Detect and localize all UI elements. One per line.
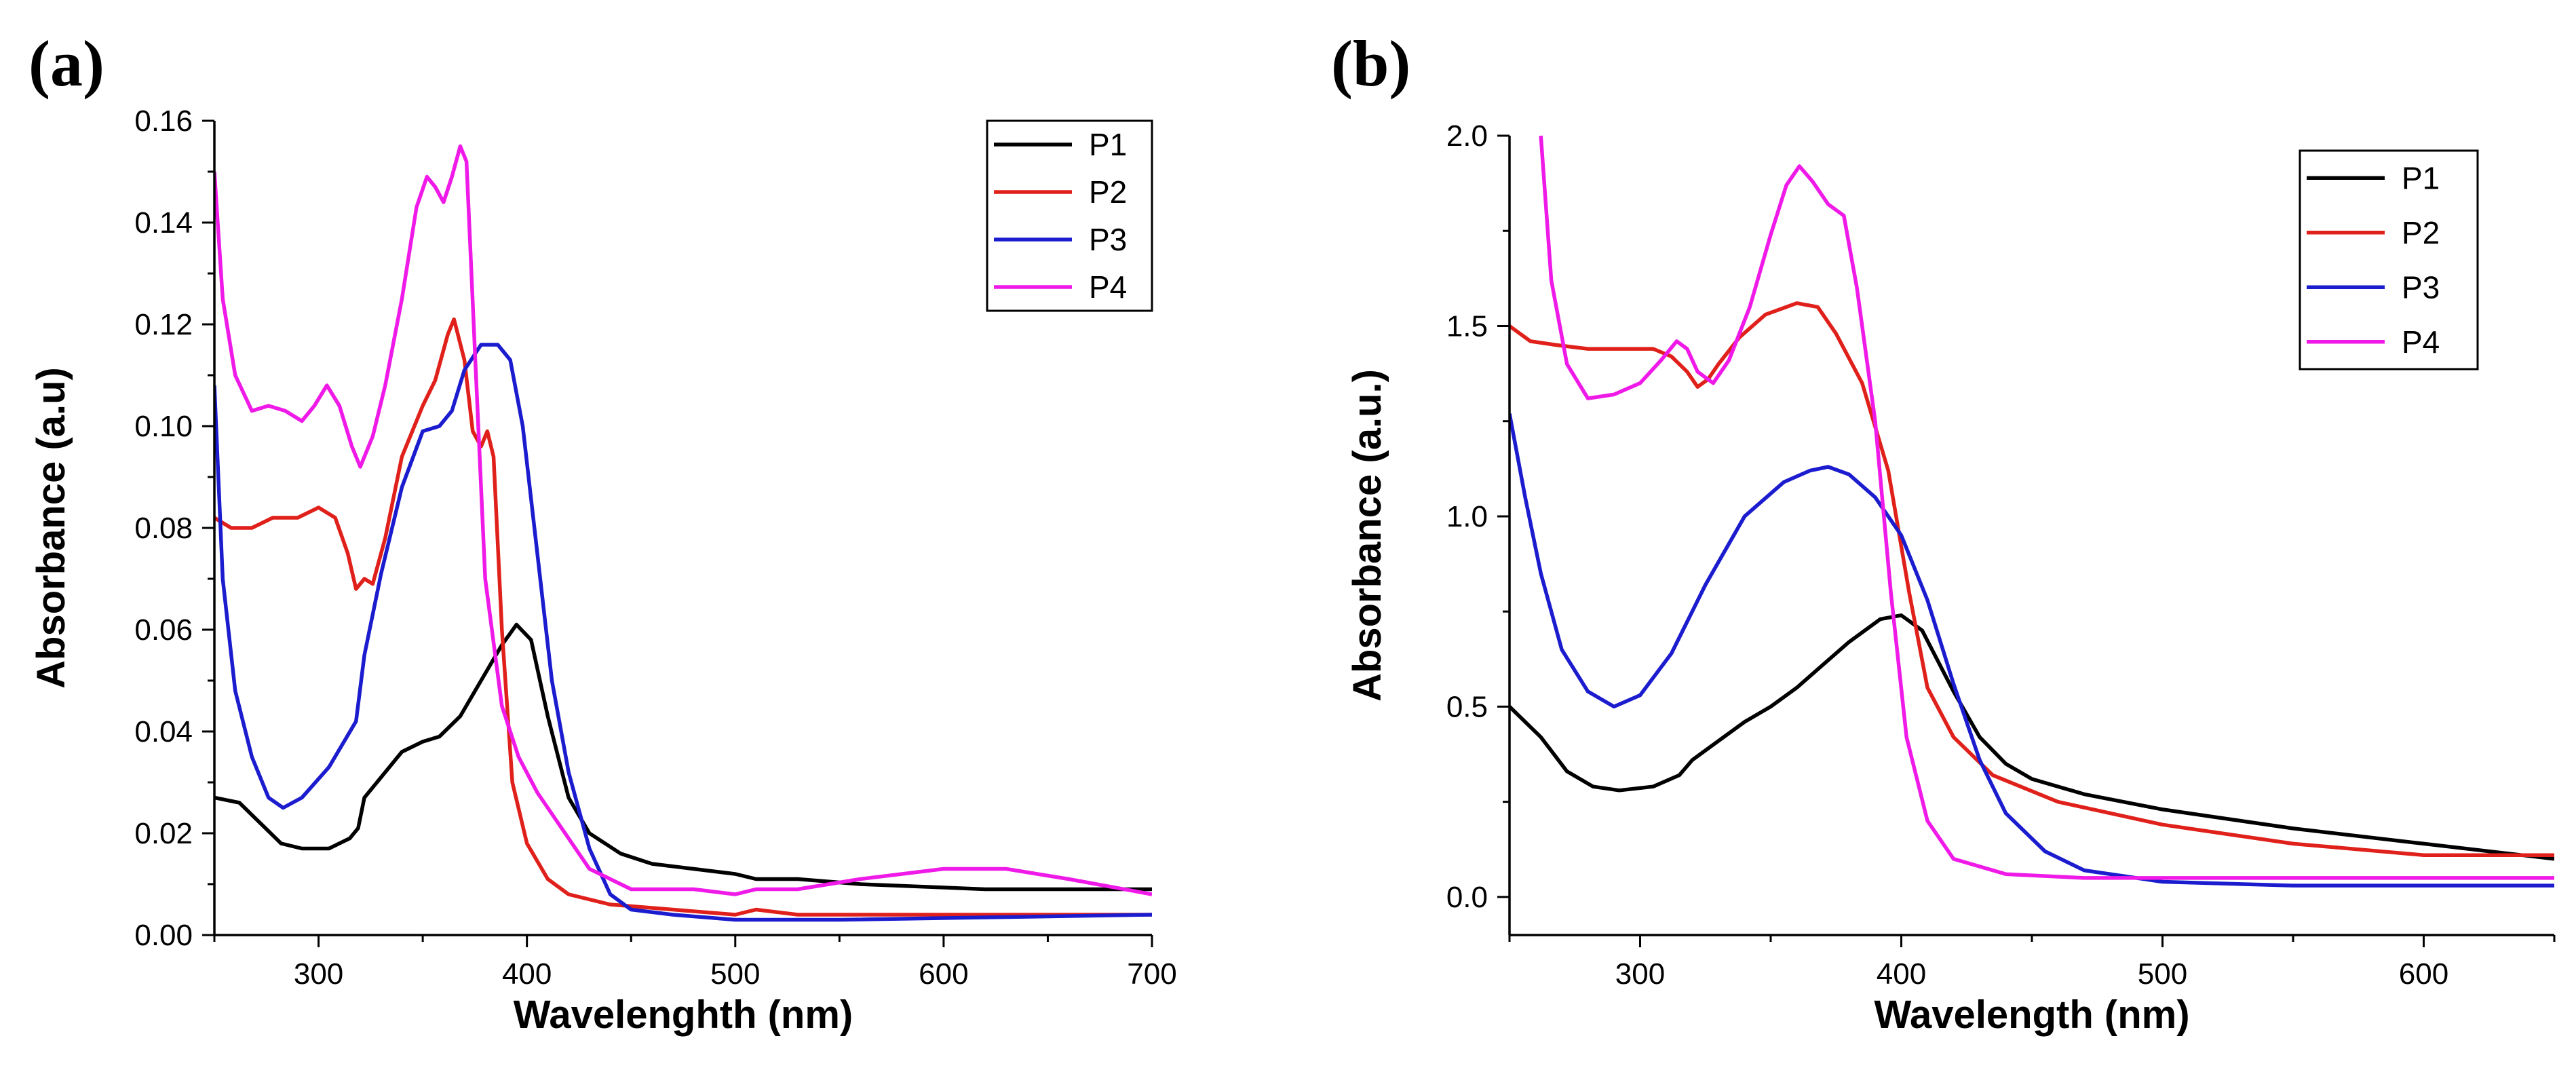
series-line-p1 <box>214 622 1152 892</box>
x-tick-label: 300 <box>294 957 343 991</box>
y-tick-label: 2.0 <box>1446 119 1488 153</box>
y-tick-label: 0.06 <box>134 613 193 647</box>
x-tick-label: 500 <box>2138 957 2187 991</box>
legend-label-p1: P1 <box>2402 160 2440 195</box>
series-line-p4 <box>214 144 1152 896</box>
x-axis-title: Wavelenghth (nm) <box>514 993 853 1037</box>
x-tick-label: 600 <box>919 957 968 991</box>
y-tick-label: 0.00 <box>134 919 193 952</box>
series-line-p2 <box>1510 301 2554 857</box>
x-tick-label: 400 <box>502 957 552 991</box>
y-tick-label: 0.02 <box>134 817 193 850</box>
panel-label-a: (a) <box>28 27 104 100</box>
y-tick-label: 1.5 <box>1446 309 1488 343</box>
legend-box <box>986 119 1153 312</box>
y-tick-label: 0.10 <box>134 410 193 443</box>
legend-label-p3: P3 <box>1089 222 1127 257</box>
legend: P1 P2 P3 P4 <box>986 119 1153 312</box>
legend-label-p4: P4 <box>1089 269 1127 305</box>
y-tick-label: 0.08 <box>134 512 193 545</box>
y-tick-label: 0.5 <box>1446 690 1488 723</box>
x-axis-title: Wavelength (nm) <box>1874 993 2189 1037</box>
legend-box <box>2299 149 2479 370</box>
y-tick-label: 0.14 <box>134 206 193 240</box>
series-line-p2 <box>214 317 1152 917</box>
legend-label-p4: P4 <box>2402 324 2440 360</box>
x-tick-label: 600 <box>2399 957 2448 991</box>
series-line-p1 <box>1510 613 2554 861</box>
x-tick-label: 400 <box>1877 957 1926 991</box>
y-tick-label: 1.0 <box>1446 500 1488 533</box>
y-tick-label: 0.12 <box>134 308 193 341</box>
y-axis-title: Absorbance (a.u.) <box>1345 369 1389 702</box>
x-tick-label: 700 <box>1127 957 1176 991</box>
series-line-p3 <box>1510 413 2554 888</box>
panel-label-b: (b) <box>1331 27 1411 100</box>
legend-label-p2: P2 <box>1089 174 1127 210</box>
series-line-p4 <box>1539 135 2554 880</box>
chart-panel-a: 300 400 500 600 700 0.00 0.02 0.04 0.06 0.08 0.10 0… <box>29 104 1177 1037</box>
y-tick-label: 0.04 <box>134 715 193 748</box>
y-tick-label: 0.16 <box>134 104 193 138</box>
legend: P1 P2 P3 P4 <box>2299 149 2479 370</box>
legend-label-p3: P3 <box>2402 269 2440 305</box>
y-axis-title: Absorbance (a.u) <box>29 367 73 689</box>
x-tick-label: 500 <box>710 957 760 991</box>
legend-label-p1: P1 <box>1089 127 1127 162</box>
y-tick-label: 0.0 <box>1446 881 1488 914</box>
x-tick-label: 300 <box>1615 957 1665 991</box>
legend-label-p2: P2 <box>2402 215 2440 250</box>
series-line-p3 <box>214 343 1152 922</box>
chart-panel-b: 300 400 500 600 0.0 0.5 1.0 1.5 2.0 Wavelength (n… <box>1345 119 2556 1037</box>
